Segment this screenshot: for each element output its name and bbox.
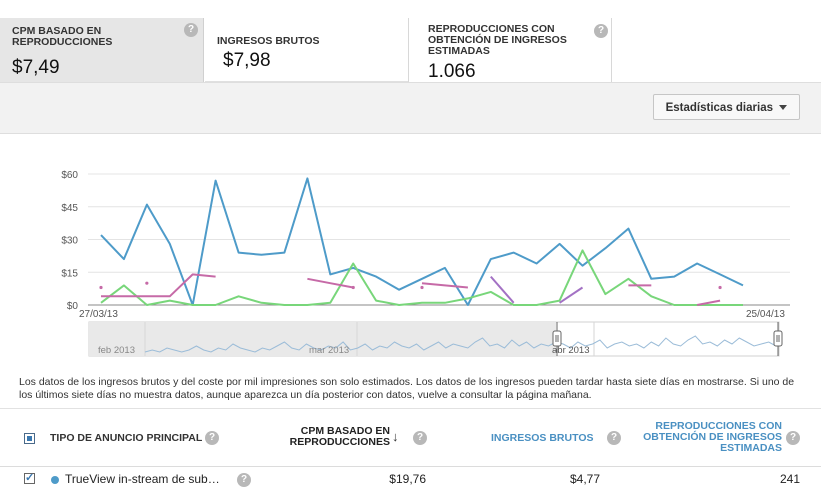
column-ad-type[interactable]: TIPO DE ANUNCIO PRINCIPAL [50,432,203,444]
y-tick-label: $0 [67,301,79,312]
y-tick-label: $45 [61,203,78,214]
column-views[interactable]: REPRODUCCIONES CON OBTENCIÓN DE INGRESOS… [643,420,782,454]
chart-toolbar: Estadísticas diarias [0,82,821,134]
metric-value: $7,98 [223,50,271,71]
help-icon[interactable]: ? [237,473,251,487]
help-icon[interactable]: ? [184,23,198,37]
line-chart: $60 $45 $30 $15 $0 27/03/13 25/04/13 feb 201… [61,170,790,357]
navigator-handle-left[interactable] [552,322,562,356]
column-cpm[interactable]: CPM BASADO EN REPRODUCCIONES [289,425,390,448]
x-end-label: 25/04/13 [746,309,785,320]
help-icon[interactable]: ? [786,431,800,445]
chart-series [99,177,744,306]
data-point [351,285,355,290]
timeline-navigator[interactable]: feb 2013 mar 2013 abr 2013 [88,321,783,357]
y-tick-label: $60 [61,170,78,181]
x-start-label: 27/03/13 [79,309,118,320]
select-all-checkbox[interactable] [24,433,35,444]
checkbox-fill [27,436,32,441]
series-line [421,282,468,289]
metric-tab-views[interactable]: REPRODUCCIONES CON OBTENCIÓN DE INGRESOS… [408,18,612,84]
series-line [100,177,744,306]
metric-value: 1.066 [428,61,476,82]
disclaimer-text: Los datos de los ingresos brutos y del c… [19,376,795,401]
data-point [718,285,722,290]
data-point [420,285,424,290]
dropdown-label: Estadísticas diarias [665,102,773,114]
row-ad-type: TrueView in-stream de sub… [65,472,220,486]
row-views: 241 [779,472,800,486]
series-line [696,299,721,306]
navigator-line [144,335,777,353]
navigator-shade [89,322,556,356]
caret-down-icon [779,105,787,111]
check-icon: ✓ [25,472,35,484]
daily-stats-dropdown[interactable]: Estadísticas diarias [652,94,800,120]
navigator-label: abr 2013 [552,345,590,356]
metric-title: CPM BASADO EN REPRODUCCIONES [12,25,113,48]
navigator-label: feb 2013 [98,345,135,356]
y-tick-label: $15 [61,268,78,279]
help-icon[interactable]: ? [594,24,608,38]
navigator-label: mar 2013 [309,345,349,356]
navigator-handle-right[interactable] [773,322,783,356]
help-icon[interactable]: ? [413,431,427,445]
series-line [101,273,216,298]
metric-tab-revenue[interactable]: INGRESOS BRUTOS $7,98 [205,18,408,82]
metric-value: $7,49 [12,57,60,78]
series-line [559,286,584,304]
metric-title: INGRESOS BRUTOS [217,35,320,47]
row-cpm: $19,76 [389,472,426,486]
metric-tab-cpm[interactable]: CPM BASADO EN REPRODUCCIONES $7,49 ? [0,18,204,82]
row-checkbox[interactable]: ✓ [24,472,35,484]
series-line [490,275,515,304]
table-header: TIPO DE ANUNCIO PRINCIPAL ? CPM BASADO E… [0,408,821,467]
sort-desc-icon[interactable]: ↓ [392,429,399,444]
row-revenue: $4,77 [569,472,600,486]
y-axis: $60 $45 $30 $15 $0 [61,170,78,312]
y-tick-label: $30 [61,236,78,247]
data-point [99,285,103,290]
help-icon[interactable]: ? [607,431,621,445]
table-row[interactable]: ✓ TrueView in-stream de sub… ? $19,76 $4… [0,466,821,493]
data-point [145,281,149,285]
series-color-dot [51,476,59,484]
help-icon[interactable]: ? [205,431,219,445]
series-line [307,277,354,289]
metric-title: REPRODUCCIONES CON OBTENCIÓN DE INGRESOS… [428,23,567,57]
column-revenue[interactable]: INGRESOS BRUTOS [491,432,594,444]
